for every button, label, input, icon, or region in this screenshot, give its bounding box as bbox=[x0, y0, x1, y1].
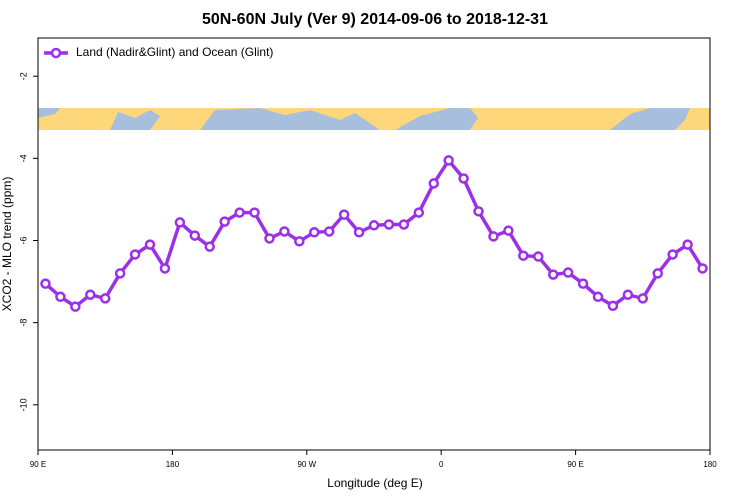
point bbox=[473, 206, 484, 217]
point bbox=[368, 220, 380, 231]
point bbox=[443, 155, 454, 166]
point bbox=[488, 231, 499, 242]
point bbox=[458, 173, 469, 184]
series-line bbox=[44, 157, 705, 309]
point bbox=[309, 227, 320, 238]
point bbox=[622, 289, 634, 300]
point bbox=[697, 263, 708, 274]
point bbox=[159, 263, 171, 274]
land-ocean-strip bbox=[38, 108, 710, 130]
point bbox=[607, 300, 619, 312]
point bbox=[323, 226, 335, 237]
point bbox=[562, 267, 574, 278]
legend-label: Land (Nadir&Glint) and Ocean (Glint) bbox=[76, 45, 273, 59]
y-tick-label: -8 bbox=[18, 319, 28, 327]
y-tick-label: -2 bbox=[18, 72, 28, 80]
point bbox=[174, 217, 186, 228]
point bbox=[99, 293, 111, 304]
point bbox=[144, 239, 156, 250]
plot-frame bbox=[37, 37, 711, 451]
point bbox=[189, 230, 201, 241]
point bbox=[55, 291, 66, 303]
x-tick-label: 180 bbox=[703, 460, 717, 469]
point bbox=[129, 249, 141, 260]
point bbox=[592, 291, 604, 303]
point bbox=[204, 241, 215, 252]
legend-marker bbox=[50, 47, 62, 59]
point bbox=[264, 233, 275, 244]
point bbox=[234, 207, 245, 218]
point bbox=[279, 226, 290, 237]
point bbox=[383, 219, 395, 230]
point bbox=[294, 236, 305, 247]
x-tick-label: 90 E bbox=[30, 460, 46, 469]
point bbox=[652, 268, 663, 279]
x-tick-label: 180 bbox=[166, 460, 180, 469]
point bbox=[518, 250, 529, 261]
chart-title: 50N-60N July (Ver 9) 2014-09-06 to 2018-… bbox=[202, 11, 548, 28]
point bbox=[85, 289, 96, 300]
point bbox=[40, 278, 51, 289]
point bbox=[114, 268, 126, 279]
point bbox=[577, 278, 589, 289]
point bbox=[398, 219, 410, 230]
point bbox=[533, 251, 544, 262]
point bbox=[353, 227, 365, 238]
x-tick-label: 0 bbox=[439, 460, 444, 469]
point bbox=[249, 207, 260, 218]
point bbox=[338, 209, 350, 220]
point bbox=[503, 225, 514, 236]
point bbox=[637, 293, 649, 304]
point bbox=[219, 216, 230, 227]
y-tick-label: -4 bbox=[18, 154, 28, 162]
y-tick-label: -6 bbox=[18, 237, 28, 245]
point bbox=[547, 269, 559, 280]
y-tick-label: -10 bbox=[18, 398, 28, 411]
point bbox=[682, 239, 693, 250]
x-tick-label: 90 E bbox=[567, 460, 583, 469]
point bbox=[667, 249, 678, 260]
point bbox=[70, 301, 81, 312]
x-axis-label: Longitude (deg E) bbox=[327, 476, 422, 490]
x-tick-label: 90 W bbox=[297, 460, 316, 469]
point bbox=[428, 178, 439, 189]
y-axis-label: XCO2 - MLO trend (ppm) bbox=[0, 177, 14, 312]
point bbox=[413, 207, 425, 218]
